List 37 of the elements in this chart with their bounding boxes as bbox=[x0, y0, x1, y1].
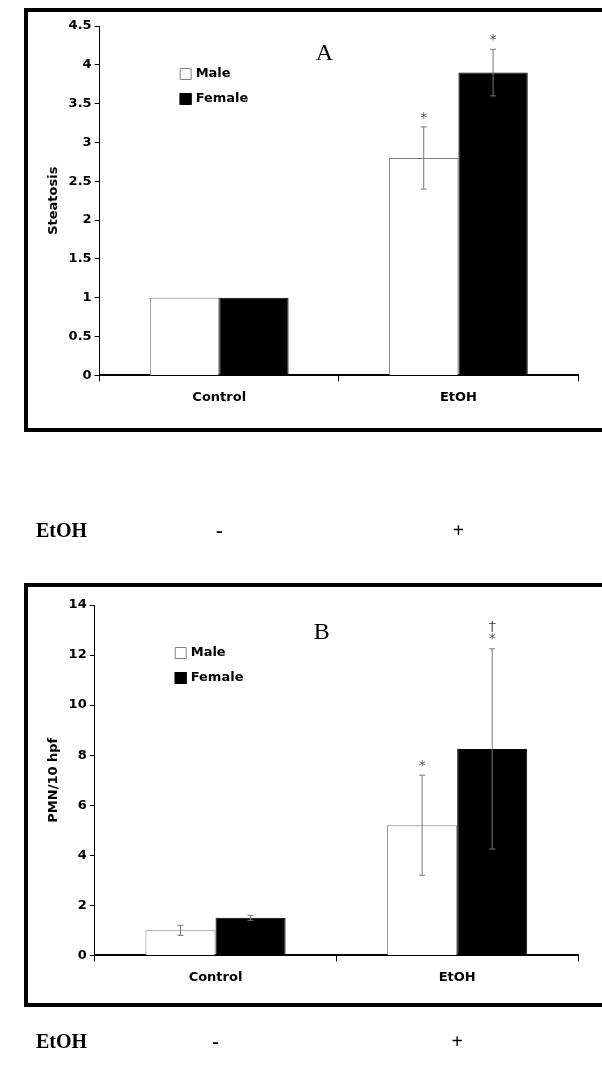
y-axis-title: Steatosis bbox=[45, 166, 61, 235]
text: EtOH bbox=[36, 519, 88, 542]
y-tick-label: 6 bbox=[77, 796, 87, 812]
y-tick-label: 4.5 bbox=[68, 17, 92, 33]
y-tick-label: 14 bbox=[68, 596, 87, 612]
y-tick-label: 10 bbox=[68, 696, 87, 712]
y-tick-label: 8 bbox=[77, 746, 87, 762]
y-tick-label: 2 bbox=[82, 211, 92, 227]
text: + bbox=[451, 1030, 463, 1053]
text: EtOH bbox=[36, 1030, 88, 1053]
y-tick-label: 0.5 bbox=[68, 327, 92, 343]
y-tick-label: 1.5 bbox=[68, 250, 92, 266]
y-tick-label: 4 bbox=[82, 56, 92, 72]
legend-label: Female bbox=[190, 669, 244, 685]
y-tick-label: 3 bbox=[82, 133, 92, 149]
x-tick-label: Control bbox=[192, 388, 247, 404]
legend-label: Female bbox=[195, 90, 249, 106]
y-tick-label: 3.5 bbox=[68, 95, 92, 111]
text: - bbox=[212, 1030, 219, 1053]
text: B bbox=[313, 618, 330, 645]
annotation: * bbox=[489, 30, 497, 47]
y-tick-label: 0 bbox=[82, 366, 92, 382]
text: + bbox=[452, 519, 465, 542]
y-tick-label: 12 bbox=[68, 646, 87, 662]
legend-label: Male bbox=[190, 644, 226, 660]
y-tick-label: 2.5 bbox=[68, 172, 92, 188]
y-tick-label: 4 bbox=[77, 846, 87, 862]
y-tick-label: 0 bbox=[77, 946, 87, 962]
x-tick-label: Control bbox=[188, 968, 243, 984]
annotation: * bbox=[418, 756, 426, 773]
text: A bbox=[315, 39, 334, 66]
y-tick-label: 1 bbox=[82, 289, 92, 305]
legend-label: Male bbox=[195, 65, 231, 81]
annotation: * bbox=[420, 108, 428, 125]
y-tick-label: 2 bbox=[77, 896, 87, 912]
text: - bbox=[215, 519, 223, 542]
y-axis-title: PMN/10 hpf bbox=[45, 737, 61, 823]
